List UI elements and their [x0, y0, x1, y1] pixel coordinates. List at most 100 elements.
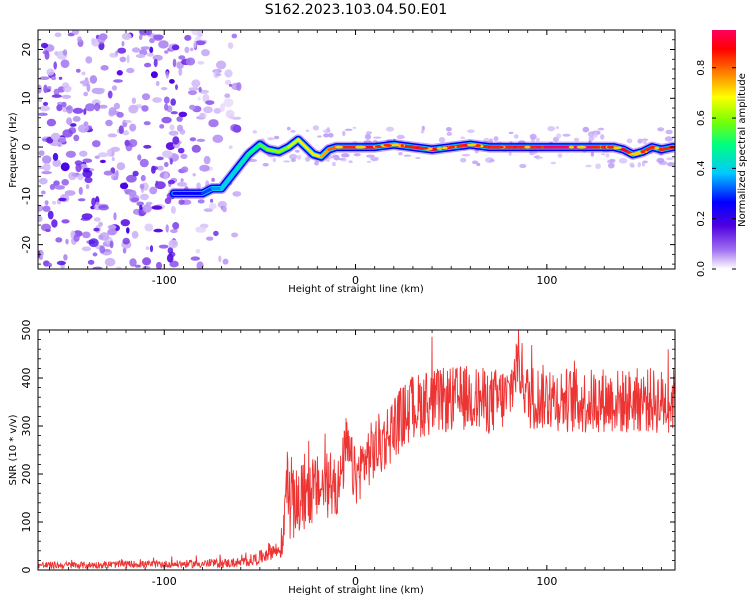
haze-blob [312, 125, 320, 131]
noise-blob [144, 62, 152, 68]
ridge-hotspot [592, 145, 601, 149]
noise-blob [93, 87, 105, 95]
ridge-hotspot [495, 145, 504, 149]
noise-blob [116, 111, 124, 118]
haze-blob [508, 131, 514, 135]
noise-blob [181, 166, 189, 173]
noise-blob [121, 32, 132, 40]
noise-blob [164, 161, 169, 168]
noise-blob [116, 162, 126, 171]
noise-blob [143, 144, 152, 149]
ridge-hotspot [406, 145, 410, 148]
noise-blob [197, 199, 205, 204]
ridge-hotspot [606, 145, 615, 149]
noise-blob [135, 54, 146, 58]
noise-blob [47, 86, 52, 90]
noise-blob [208, 202, 217, 210]
noise-blob [180, 178, 184, 183]
noise-blob [184, 46, 190, 53]
noise-blob [111, 156, 115, 162]
noise-blob [52, 152, 59, 161]
noise-blob [44, 200, 49, 206]
haze-blob [330, 156, 338, 159]
haze-blob [332, 161, 336, 167]
noise-blob [170, 98, 176, 106]
noise-blob [118, 125, 124, 134]
snr-y-label: SNR (10 * v/v) [8, 414, 19, 485]
noise-blob [168, 239, 179, 249]
noise-blob [78, 186, 83, 195]
noise-blob [168, 130, 179, 136]
noise-blob [175, 84, 178, 90]
noise-blob [192, 173, 196, 177]
noise-blob [165, 142, 176, 151]
noise-blob [89, 168, 95, 172]
noise-blob [132, 170, 139, 177]
noise-blob [139, 158, 149, 168]
noise-blob [169, 79, 175, 84]
haze-blob [286, 126, 291, 131]
noise-blob [119, 182, 129, 190]
colorbar-tick-label: 0.2 [696, 211, 707, 227]
noise-blob [142, 266, 151, 269]
noise-blob [199, 112, 207, 119]
ridge-hotspot [418, 147, 429, 150]
noise-blob [224, 69, 233, 78]
noise-blob [50, 132, 61, 141]
noise-blob [126, 67, 135, 74]
figure-title: S162.2023.103.04.50.E01 [265, 2, 448, 18]
noise-blob [169, 158, 173, 165]
noise-blob [228, 145, 233, 150]
haze-blob [588, 136, 595, 141]
noise-blob [202, 93, 210, 103]
noise-blob [170, 205, 176, 214]
noise-blob [225, 109, 235, 119]
haze-blob [420, 130, 425, 134]
haze-blob [609, 158, 616, 162]
noise-blob [113, 212, 117, 221]
noise-blob [82, 169, 93, 178]
noise-blob [115, 169, 119, 179]
haze-blob [657, 127, 665, 132]
haze-blob [415, 157, 421, 159]
ridge-hotspot [383, 144, 393, 147]
noise-blob [103, 170, 113, 176]
noise-blob [218, 255, 222, 263]
snr-x-label: Height of straight line (km) [288, 585, 424, 596]
snr-frame [37, 329, 676, 571]
snr-x-tick-label: 0 [352, 575, 359, 588]
haze-blob [438, 137, 446, 143]
noise-blob [94, 155, 100, 159]
snr-y-ticks: 0 100 200 300 400 500 [20, 320, 675, 574]
noise-blob [38, 84, 42, 94]
noise-blob [43, 84, 48, 94]
noise-blob [84, 176, 93, 184]
haze-blob [262, 162, 269, 167]
noise-blob [91, 197, 96, 207]
noise-blob [172, 58, 177, 68]
noise-blob [38, 177, 48, 185]
noise-blob [172, 222, 180, 230]
ridge-hotspot [490, 145, 497, 149]
noise-blob [150, 71, 158, 79]
spectrogram-frame [37, 29, 676, 270]
noise-blob [158, 244, 169, 249]
noise-blob [119, 56, 127, 63]
noise-blob [155, 261, 163, 269]
haze-blob [483, 137, 490, 144]
noise-blob [189, 137, 197, 142]
noise-blob [176, 181, 188, 187]
noise-blob [163, 96, 170, 104]
noise-blob [40, 223, 52, 232]
noise-blob [196, 138, 206, 142]
ridge-hotspot [475, 144, 481, 148]
haze-blob [344, 128, 353, 131]
haze-blob [337, 157, 346, 161]
noise-blob [109, 52, 119, 58]
haze-blob [342, 130, 346, 137]
noise-blob [152, 97, 163, 103]
noise-blob [191, 30, 202, 36]
noise-blob [161, 116, 172, 124]
